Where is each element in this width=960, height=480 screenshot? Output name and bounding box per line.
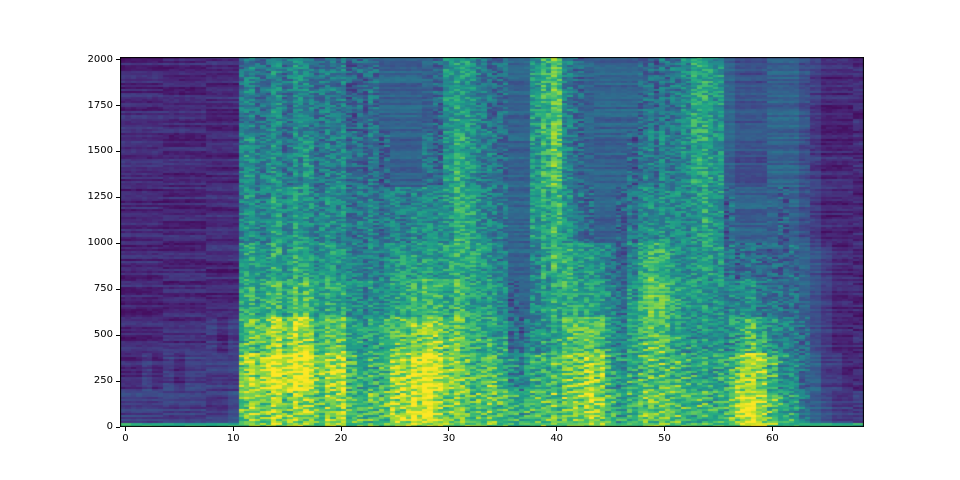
x-tick-mark	[124, 427, 126, 431]
x-tick-mark	[771, 427, 773, 431]
y-tick-label: 0	[106, 421, 113, 432]
y-tick-label: 1000	[87, 237, 113, 249]
y-tick-label: 1750	[87, 99, 113, 111]
x-tick-mark	[664, 427, 666, 431]
y-tick-mark	[116, 288, 120, 290]
x-tick-mark	[448, 427, 450, 431]
y-tick-mark	[116, 242, 120, 244]
x-tick-label: 30	[442, 433, 456, 444]
y-tick-mark	[116, 105, 120, 106]
y-tick-label: 750	[93, 283, 113, 295]
y-tick-label: 1250	[87, 191, 113, 203]
x-tick-mark	[232, 427, 234, 431]
x-tick-label: 20	[334, 433, 348, 444]
axes-area	[120, 57, 864, 427]
y-tick-mark	[116, 380, 120, 382]
y-tick-label: 250	[93, 375, 113, 387]
y-tick-label: 2000	[87, 53, 113, 65]
y-tick-label: 500	[93, 329, 113, 341]
x-tick-mark	[340, 427, 342, 431]
x-tick-label: 60	[765, 433, 779, 444]
y-tick-mark	[116, 59, 120, 61]
y-tick-label: 1500	[87, 145, 113, 157]
x-tick-label: 10	[226, 433, 240, 444]
x-tick-label: 40	[550, 433, 564, 444]
y-tick-mark	[116, 196, 120, 198]
x-tick-mark	[556, 427, 558, 431]
x-tick-label: 50	[658, 433, 671, 444]
spectrogram-canvas	[120, 57, 864, 427]
y-tick-mark	[116, 150, 120, 152]
x-tick-label: 0	[122, 433, 129, 444]
y-tick-mark	[116, 334, 120, 336]
y-tick-mark	[116, 426, 120, 428]
